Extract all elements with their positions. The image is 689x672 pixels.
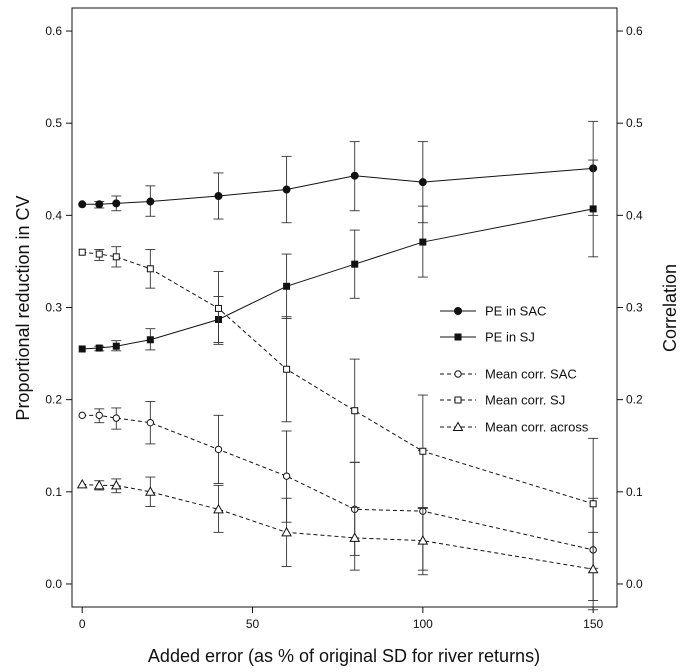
data-point (419, 238, 427, 246)
x-axis-title: Added error (as % of original SD for riv… (148, 646, 540, 666)
legend-label: PE in SJ (485, 330, 535, 345)
data-point (78, 345, 86, 353)
data-point (349, 532, 361, 542)
y-tick-label: 0.5 (45, 116, 62, 130)
x-tick-label: 50 (246, 617, 260, 631)
legend-label: Mean corr. SJ (485, 393, 565, 408)
data-point (95, 411, 103, 420)
data-point (95, 344, 103, 352)
data-point (213, 503, 224, 514)
data-point (146, 197, 155, 206)
data-point (589, 205, 597, 213)
series-line (82, 208, 594, 350)
data-point (146, 418, 155, 427)
data-point (589, 500, 597, 508)
data-point (76, 478, 88, 489)
series-line (82, 483, 594, 570)
data-point (587, 563, 599, 574)
x-tick-label: 100 (413, 617, 433, 631)
data-point (282, 472, 291, 480)
series (78, 246, 599, 569)
data-point (112, 199, 121, 208)
data-point (214, 304, 222, 312)
data-point (351, 407, 359, 415)
data-point (282, 185, 291, 194)
data-point (454, 333, 462, 341)
y2-axis-title: Correlation (660, 264, 680, 352)
data-point (144, 486, 156, 496)
data-point (146, 265, 154, 273)
data-point (112, 414, 120, 422)
y2-tick-label: 0.2 (626, 393, 643, 407)
data-point (78, 248, 86, 256)
y-tick-label: 0.2 (45, 393, 62, 407)
y-tick-label: 0.6 (45, 24, 62, 38)
data-point (110, 479, 122, 490)
x-tick-label: 0 (79, 617, 86, 631)
data-point (93, 479, 105, 490)
axis-ticks: 0 50 100 150 0.0 0.1 0.2 0.3 0.4 0.5 0.6 0.0 0.1 0.2 0… (45, 24, 643, 631)
y-tick-label: 0.0 (45, 577, 62, 591)
data-marks (76, 120, 599, 611)
data-point (112, 253, 120, 261)
data-point (350, 171, 359, 180)
data-point (214, 191, 223, 200)
data-point (419, 447, 427, 455)
data-point (283, 365, 291, 373)
data-point (418, 178, 427, 187)
data-point (214, 445, 223, 454)
data-point (95, 250, 103, 258)
data-point (454, 370, 462, 378)
legend-label: Mean corr. SAC (485, 367, 577, 382)
data-point (78, 200, 87, 209)
data-point (281, 526, 292, 537)
y2-tick-label: 0.0 (626, 577, 643, 591)
data-point (417, 535, 429, 545)
series-line (82, 167, 594, 205)
series (76, 476, 599, 611)
y-tick-label: 0.4 (45, 208, 62, 222)
y2-tick-label: 0.3 (626, 301, 643, 315)
legend: PE in SAC PE in SJ Mean corr. SAC Mean corr… (440, 304, 589, 435)
y2-tick-label: 0.1 (626, 485, 643, 499)
data-point (146, 336, 154, 344)
y-tick-label: 0.3 (45, 301, 62, 315)
data-point (351, 260, 359, 268)
legend-label: Mean corr. across (485, 420, 589, 435)
y2-tick-label: 0.5 (626, 116, 643, 130)
series (78, 159, 599, 353)
data-point (454, 307, 462, 315)
y2-tick-label: 0.4 (626, 208, 643, 222)
series (78, 120, 599, 224)
data-point (283, 282, 291, 290)
data-point (112, 342, 120, 350)
data-point (95, 200, 104, 209)
y-axis-title: Proportional reduction in CV (13, 195, 33, 420)
x-tick-label: 150 (583, 617, 603, 631)
data-point (78, 411, 86, 420)
legend-label: PE in SAC (485, 304, 546, 319)
y2-tick-label: 0.6 (626, 24, 643, 38)
y-tick-label: 0.1 (45, 485, 62, 499)
series-line (82, 414, 594, 551)
data-point (452, 421, 464, 431)
data-point (454, 396, 462, 404)
